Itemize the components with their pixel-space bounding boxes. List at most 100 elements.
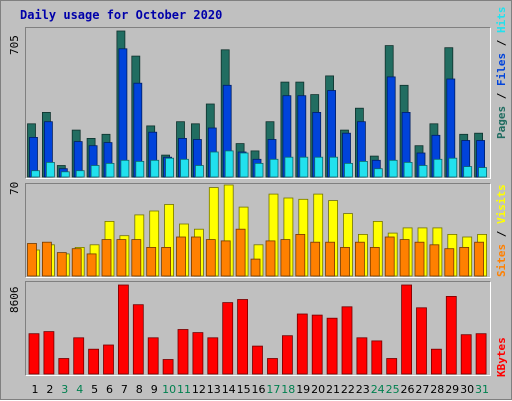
hits-bar — [165, 157, 175, 178]
day-label: 26 — [401, 383, 415, 396]
kbytes-bar — [371, 340, 383, 375]
sites-bar — [384, 236, 395, 277]
sites-bar — [280, 239, 291, 277]
hits-bar — [448, 157, 458, 178]
hits-bar — [31, 170, 40, 178]
hits-bar — [46, 161, 55, 178]
kbytes-bar — [162, 359, 174, 375]
hits-bar — [463, 166, 473, 178]
hits-bar — [478, 167, 488, 178]
day-label: 3 — [61, 383, 68, 396]
kbytes-bar — [326, 317, 338, 375]
hits-bar — [284, 156, 294, 178]
day-label: 19 — [296, 383, 310, 396]
hits-bar — [224, 150, 234, 178]
hits-bar — [373, 168, 383, 178]
sites-bar — [161, 246, 172, 277]
kbytes-bar — [207, 337, 219, 375]
sites-bar — [459, 246, 470, 277]
sites-bar — [265, 240, 276, 277]
kbytes-bar — [445, 295, 457, 375]
sites-bar — [295, 233, 306, 277]
sites-bar — [250, 258, 261, 277]
kbytes-bar — [281, 335, 293, 375]
day-label: 29 — [445, 383, 459, 396]
day-label: 9 — [151, 383, 158, 396]
sites-bar — [444, 248, 455, 277]
day-label: 17 — [266, 383, 280, 396]
day-label: 30 — [460, 383, 474, 396]
kbytes-bar — [222, 302, 234, 375]
kbytes-bar — [341, 306, 353, 375]
hits-bar — [314, 156, 324, 178]
hits-bar — [60, 171, 70, 178]
day-label: 15 — [237, 383, 251, 396]
sites-bar — [354, 241, 365, 277]
kbytes-bar — [73, 337, 85, 375]
kbytes-bar — [416, 307, 427, 375]
hits-bar — [120, 159, 130, 178]
day-label: 22 — [341, 383, 355, 396]
sites-bar — [414, 241, 425, 277]
kbytes-bar — [356, 337, 368, 375]
hits-bar — [209, 151, 219, 178]
hits-bar — [433, 158, 443, 178]
day-label: 23 — [356, 383, 370, 396]
day-label: 5 — [91, 383, 98, 396]
sites-bar — [176, 236, 186, 277]
hits-bar — [75, 170, 85, 178]
hits-bar — [180, 158, 189, 178]
sites-bar — [429, 244, 440, 277]
sites-bar — [325, 241, 336, 277]
kbytes-bar — [267, 358, 278, 375]
day-label: 7 — [121, 383, 128, 396]
kbytes-bar — [177, 329, 189, 375]
kbytes-bar — [28, 333, 40, 375]
day-label: 8 — [136, 383, 143, 396]
day-label: 27 — [415, 383, 429, 396]
kbytes-bar — [252, 345, 263, 375]
kbytes-bar — [296, 313, 308, 375]
kbytes-bar — [401, 284, 413, 375]
sites-bar — [474, 241, 485, 277]
day-label: 20 — [311, 383, 325, 396]
hits-bar — [344, 162, 353, 178]
kbytes-bar — [475, 333, 487, 375]
kbytes-bar — [43, 331, 55, 375]
sites-bar — [399, 239, 410, 277]
kbytes-bar — [311, 314, 323, 375]
kbytes-bar — [58, 358, 70, 375]
hits-bar — [358, 160, 368, 178]
sites-bar — [101, 239, 112, 277]
hits-bar — [329, 156, 339, 178]
hits-bar — [254, 162, 264, 178]
chart-title: Daily usage for October 2020 — [20, 8, 223, 22]
sites-bar — [205, 239, 216, 277]
day-label: 28 — [430, 383, 444, 396]
day-label: 10 — [162, 383, 176, 396]
hits-bar — [388, 159, 398, 178]
day-label: 4 — [76, 383, 83, 396]
sites-bar — [190, 236, 201, 277]
kbytes-bar — [118, 284, 129, 375]
hits-bar — [105, 162, 115, 178]
day-label: 2 — [46, 383, 53, 396]
day-label: 6 — [106, 383, 113, 396]
hits-bar — [269, 158, 279, 178]
day-label: 31 — [475, 383, 489, 396]
sites-bar — [116, 239, 127, 277]
day-label: 18 — [281, 383, 295, 396]
hits-bar — [150, 159, 160, 178]
sites-bar — [86, 253, 97, 277]
sites-bar — [146, 246, 157, 277]
sites-bar — [56, 252, 67, 277]
day-label: 24 — [371, 383, 385, 396]
day-label: 1 — [32, 383, 39, 396]
day-label: 14 — [222, 383, 236, 396]
sites-bar — [340, 246, 350, 277]
kbytes-bar — [460, 334, 472, 375]
kbytes-bar — [88, 348, 99, 375]
sites-bar — [42, 241, 52, 277]
